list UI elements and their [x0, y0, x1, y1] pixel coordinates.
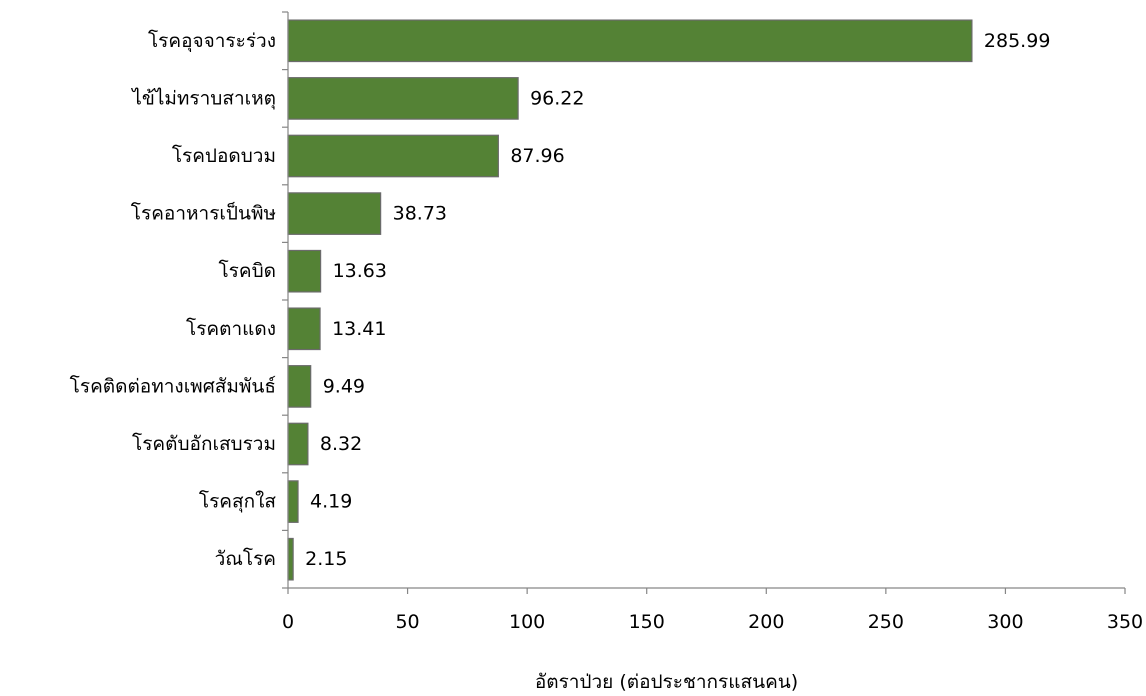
category-label: ไข้ไม่ทราบสาเหตุ	[130, 87, 276, 110]
value-labels: 285.99 96.22 87.96 38.73 13.63 13.41 9.49 8.32 4…	[305, 30, 1050, 570]
category-label: โรคปอดบวม	[172, 144, 276, 167]
value-label: 13.63	[333, 260, 387, 282]
category-label: วัณโรค	[215, 547, 276, 570]
value-label: 8.32	[320, 433, 362, 455]
category-label: โรคติดต่อทางเพศสัมพันธ์	[70, 374, 276, 397]
value-label: 13.41	[332, 318, 386, 340]
bar-2	[287, 134, 499, 178]
bar-5	[287, 307, 321, 351]
bar-9	[287, 537, 294, 581]
bar-3	[287, 192, 382, 235]
x-axis-title: อัตราป่วย (ต่อประชากรแสนคน)	[535, 671, 798, 693]
value-label: 9.49	[323, 375, 365, 397]
x-tick-label: 100	[509, 611, 545, 633]
x-axis-ticks: 0 50 100 150 200 250 300 350	[282, 11, 1143, 633]
category-label: โรคสุกใส	[199, 490, 276, 514]
x-tick-label: 350	[1107, 611, 1143, 633]
x-tick-label: 200	[748, 611, 784, 633]
value-label: 2.15	[305, 548, 347, 570]
category-label: โรคอุจจาระร่วง	[148, 29, 276, 53]
bars-group	[287, 19, 973, 581]
value-label: 87.96	[510, 145, 564, 167]
bar-8	[287, 480, 299, 523]
value-label: 4.19	[310, 491, 352, 513]
category-label: โรคตับอักเสบรวม	[132, 432, 276, 455]
value-label: 96.22	[530, 87, 584, 109]
x-tick-label: 50	[395, 611, 419, 633]
value-label: 38.73	[393, 203, 447, 225]
bar-4	[287, 249, 322, 293]
category-label: โรคอาหารเป็นพิษ	[131, 201, 276, 225]
bar-0	[287, 19, 973, 63]
category-labels: โรคอุจจาระร่วงไข้ไม่ทราบสาเหตุโรคปอดบวมโ…	[70, 29, 277, 570]
value-label: 285.99	[984, 30, 1050, 52]
x-tick-label: 300	[987, 611, 1023, 633]
x-tick-label: 150	[629, 611, 665, 633]
x-tick-label: 0	[282, 611, 294, 633]
bar-7	[287, 422, 309, 466]
category-label: โรคบิด	[218, 259, 276, 282]
x-tick-label: 250	[868, 611, 904, 633]
bar-6	[287, 365, 312, 408]
bar-1	[287, 77, 519, 120]
category-label: โรคตาแดง	[186, 317, 276, 340]
